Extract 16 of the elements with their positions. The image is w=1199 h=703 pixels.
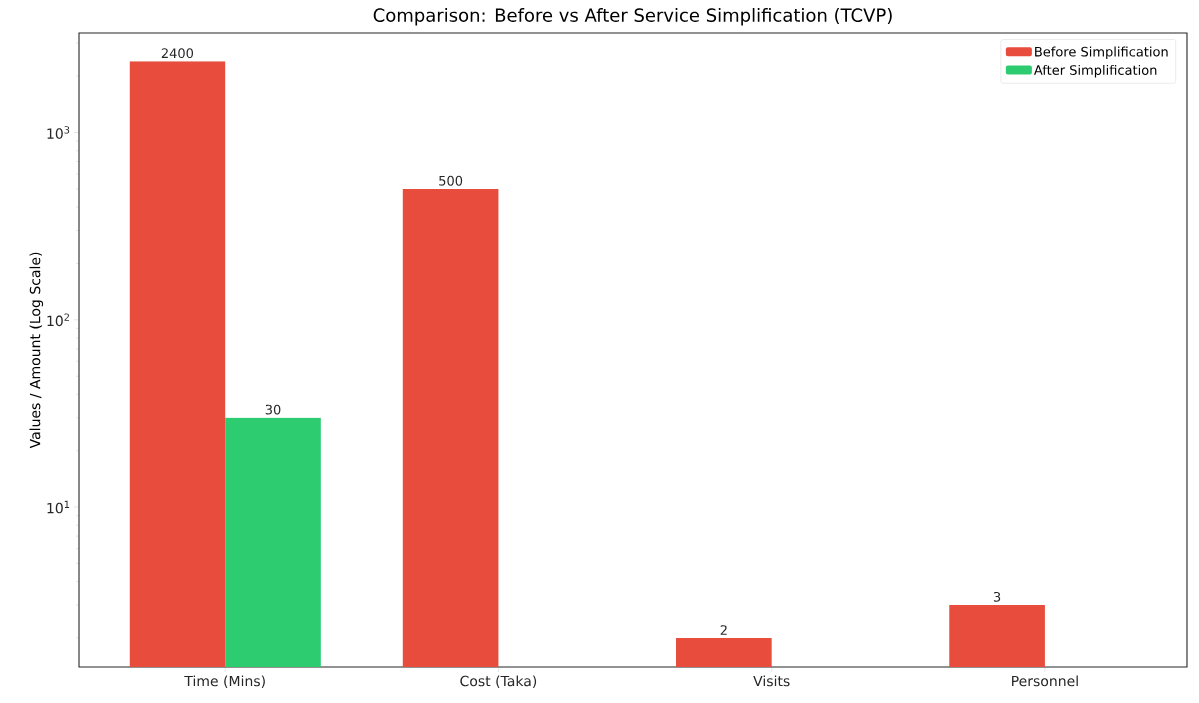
legend-label: After Simplification xyxy=(1033,64,1157,78)
x-tick-label: Visits xyxy=(753,675,790,687)
legend-label: Before Simplification xyxy=(1035,46,1168,60)
chart-title: Comparison: Before vs After Service Simplification (TCVP) xyxy=(373,8,892,26)
x-tick-label: Personnel xyxy=(1012,675,1078,687)
data-label: 3 xyxy=(993,591,1001,602)
data-label: 500 xyxy=(439,175,463,186)
data-label: 30 xyxy=(265,404,281,415)
x-tick-label: Time (Mins) xyxy=(184,675,265,688)
y-tick-label: 10$^{3}$ xyxy=(47,126,70,139)
y-tick-label: 10$^{1}$ xyxy=(47,500,70,514)
data-label: 2400 xyxy=(161,48,194,59)
data-label: 2 xyxy=(720,625,727,635)
y-tick-label: 10$^{2}$ xyxy=(47,313,69,327)
x-tick-label: Cost (Taka) xyxy=(460,675,537,688)
y-axis-title: Values / Amount (Log Scale) xyxy=(29,252,44,449)
